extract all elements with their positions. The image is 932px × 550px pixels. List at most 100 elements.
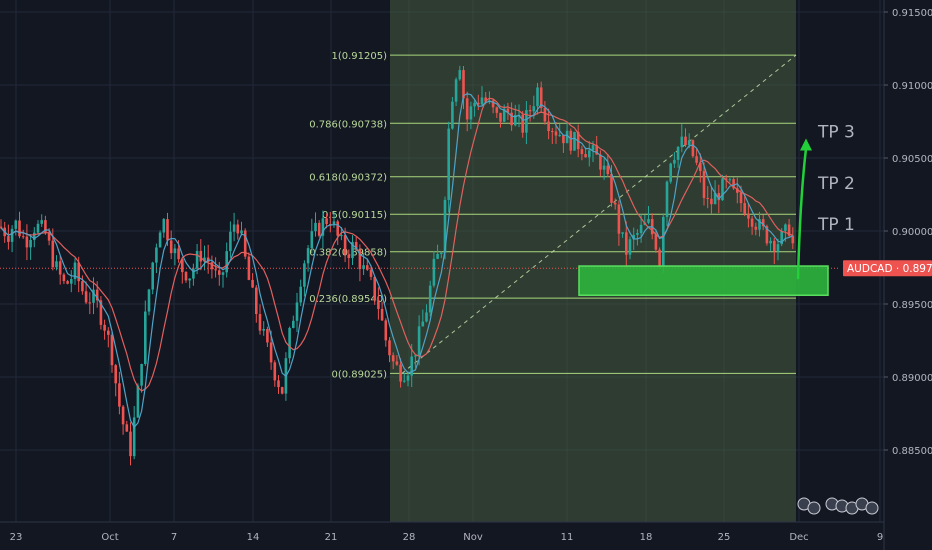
arrow-head xyxy=(800,138,812,151)
y-tick-label: 0.90500 xyxy=(892,154,932,165)
candle-body xyxy=(499,112,502,122)
candle-body xyxy=(558,135,561,137)
candle-body xyxy=(469,106,473,120)
candle-body xyxy=(628,239,632,255)
fib-level-label: 0.786(0.90738) xyxy=(309,119,387,130)
candle-body xyxy=(724,178,728,180)
candle-body xyxy=(421,321,425,327)
candle-body xyxy=(676,146,680,160)
candle-body xyxy=(588,150,591,158)
up-arrow xyxy=(796,138,812,280)
candle-body xyxy=(706,197,709,199)
candle-body xyxy=(251,279,254,288)
candle-body xyxy=(33,232,36,240)
y-tick-label: 0.89000 xyxy=(892,373,932,384)
y-tick-label: 0.89500 xyxy=(892,300,932,311)
candle-body xyxy=(747,214,750,219)
candle-body xyxy=(713,193,717,205)
candle-body xyxy=(158,232,162,248)
candle-body xyxy=(121,406,125,425)
candle-body xyxy=(7,236,10,242)
candle-body xyxy=(388,340,391,356)
event-icons[interactable] xyxy=(797,497,879,515)
candle-body xyxy=(103,324,106,331)
candle-body xyxy=(665,181,669,217)
candle-body xyxy=(621,232,624,234)
candle-body xyxy=(325,218,328,225)
candle-body xyxy=(347,254,351,259)
candle-body xyxy=(332,221,336,225)
candle-body xyxy=(84,291,88,303)
candle-body xyxy=(310,231,314,249)
candle-body xyxy=(144,311,147,365)
candle-body xyxy=(477,102,480,105)
candle-body xyxy=(240,230,243,234)
candle-body xyxy=(654,234,658,250)
candle-body xyxy=(118,383,121,407)
candle-body xyxy=(758,219,761,230)
candle-body xyxy=(514,114,517,126)
candle-body xyxy=(440,252,443,254)
fib-retracement[interactable]: 1(0.91205) 0.786(0.90738) 0.618(0.90372) 0.… xyxy=(309,51,796,380)
x-tick-label: 28 xyxy=(403,532,416,543)
candle-body xyxy=(447,128,450,200)
candle-body xyxy=(92,289,95,303)
candle-body xyxy=(269,342,273,363)
candle-body xyxy=(669,163,672,182)
candle-body xyxy=(199,250,203,262)
candle-body xyxy=(225,251,228,273)
x-tick-label: 9 xyxy=(877,532,883,543)
candle-body xyxy=(358,249,362,270)
candle-body xyxy=(765,226,769,244)
candle-body xyxy=(107,330,110,335)
candle-body xyxy=(491,100,495,108)
candle-body xyxy=(680,136,684,147)
y-axis-ticks: 0.91500 0.91000 0.90500 0.90000 0.89500 0.890… xyxy=(884,8,932,457)
candle-body xyxy=(177,248,180,260)
candle-body xyxy=(551,131,554,133)
candle-body xyxy=(62,274,66,282)
candle-body xyxy=(44,220,47,233)
candle-body xyxy=(414,355,417,357)
candle-body xyxy=(658,249,661,267)
candle-body xyxy=(473,102,476,107)
candle-body xyxy=(662,216,665,267)
candle-body xyxy=(25,236,29,248)
candle-body xyxy=(539,87,543,108)
candle-body xyxy=(736,188,739,193)
candle-body xyxy=(343,235,347,255)
candle-body xyxy=(625,232,628,255)
candle-body xyxy=(221,272,225,275)
candle-body xyxy=(547,121,550,132)
candle-body xyxy=(255,287,258,315)
candle-body xyxy=(243,230,247,257)
candle-body xyxy=(776,244,780,252)
candle-body xyxy=(232,224,236,232)
candle-body xyxy=(29,239,32,248)
x-tick-label: 7 xyxy=(171,532,177,543)
candle-body xyxy=(454,79,458,102)
candle-body xyxy=(395,361,399,365)
candle-body xyxy=(162,219,166,233)
tp-label: TP 3 xyxy=(817,123,855,143)
candle-body xyxy=(51,240,55,268)
candle-body xyxy=(140,364,143,386)
candle-body xyxy=(288,327,291,359)
candle-body xyxy=(295,302,299,321)
candle-body xyxy=(192,268,195,279)
candle-body xyxy=(88,302,92,304)
candle-body xyxy=(632,234,635,240)
support-zone[interactable] xyxy=(578,265,829,296)
x-tick-label: 23 xyxy=(10,532,23,543)
candle-body xyxy=(125,424,129,432)
candle-body xyxy=(743,203,746,215)
event-icon[interactable] xyxy=(807,501,821,515)
candle-body xyxy=(403,380,406,382)
candle-body xyxy=(47,232,51,241)
candle-body xyxy=(258,314,262,331)
candle-body xyxy=(236,224,240,234)
candle-body xyxy=(166,219,169,241)
event-icon[interactable] xyxy=(865,501,879,515)
candles xyxy=(0,65,795,466)
